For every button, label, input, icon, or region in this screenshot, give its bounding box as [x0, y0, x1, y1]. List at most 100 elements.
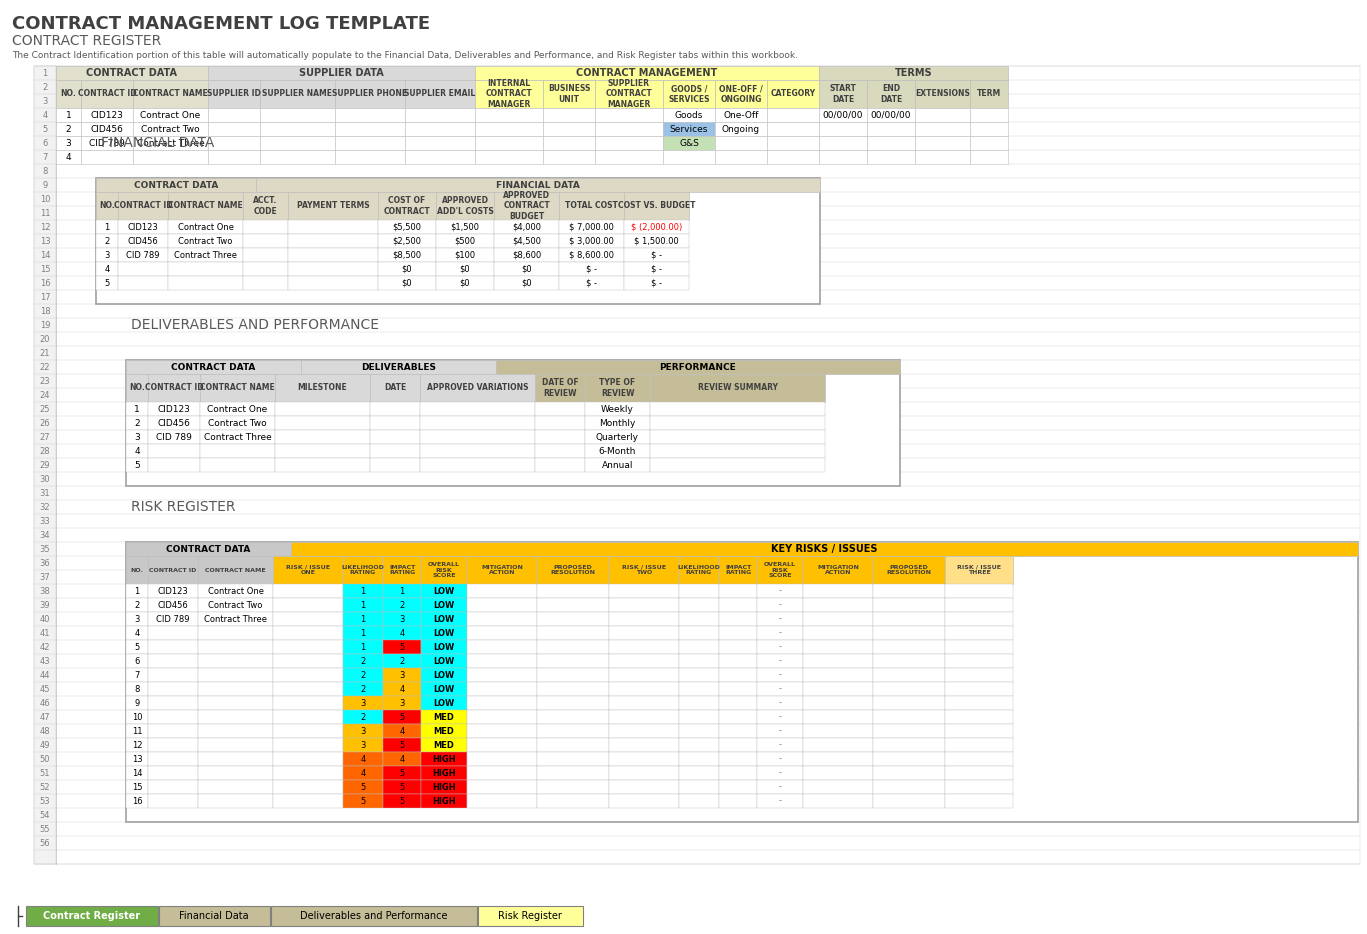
Bar [679, 584, 719, 598]
Bar [719, 696, 757, 710]
Bar [610, 584, 679, 598]
Text: CID 789: CID 789 [156, 432, 191, 442]
Text: $0: $0 [459, 264, 470, 274]
Bar [383, 710, 421, 724]
Text: 3: 3 [399, 671, 405, 680]
Bar [757, 668, 802, 682]
Bar [468, 710, 537, 724]
Text: 37: 37 [40, 573, 51, 582]
Bar [610, 780, 679, 794]
Bar [610, 626, 679, 640]
Bar [343, 682, 383, 696]
Bar [271, 906, 477, 926]
Text: 1: 1 [361, 643, 365, 652]
Bar [802, 626, 874, 640]
Text: 5: 5 [361, 797, 365, 805]
Text: $4,500: $4,500 [513, 236, 541, 246]
Text: CONTRACT DATA: CONTRACT DATA [134, 180, 219, 190]
Text: $0: $0 [402, 264, 413, 274]
Bar [96, 220, 118, 234]
Bar [543, 108, 595, 122]
Bar [534, 444, 585, 458]
Bar [767, 150, 819, 164]
Bar [420, 374, 534, 402]
Bar [610, 794, 679, 808]
Bar [126, 542, 291, 556]
Bar [126, 780, 148, 794]
Bar [468, 682, 537, 696]
Text: -: - [778, 783, 782, 791]
Text: 50: 50 [40, 755, 51, 763]
Bar [478, 906, 582, 926]
Text: PROPOSED
RESOLUTION: PROPOSED RESOLUTION [551, 564, 596, 575]
Bar [468, 626, 537, 640]
Bar [719, 724, 757, 738]
Bar [945, 696, 1013, 710]
Bar [200, 374, 275, 402]
Bar [420, 402, 534, 416]
Text: CONTRACT ID: CONTRACT ID [145, 384, 204, 392]
Bar [260, 122, 335, 136]
Bar [260, 150, 335, 164]
Bar [421, 612, 468, 626]
Bar [543, 122, 595, 136]
Bar [945, 724, 1013, 738]
Bar [679, 766, 719, 780]
Text: RISK REGISTER: RISK REGISTER [131, 500, 235, 514]
Bar [719, 738, 757, 752]
Bar [383, 556, 421, 584]
Bar [126, 612, 148, 626]
Bar [96, 234, 118, 248]
Text: Contract Two: Contract Two [208, 418, 267, 428]
Bar [288, 276, 379, 290]
Bar [802, 738, 874, 752]
Bar [945, 710, 1013, 724]
Bar [273, 556, 343, 584]
Bar [383, 668, 421, 682]
Text: 1: 1 [361, 615, 365, 624]
Bar [198, 696, 273, 710]
Bar [468, 780, 537, 794]
Text: 14: 14 [131, 769, 142, 777]
Bar [534, 374, 585, 402]
Bar [243, 262, 288, 276]
Text: Contract Three: Contract Three [174, 250, 236, 260]
Bar [537, 598, 610, 612]
Text: ACCT.
CODE: ACCT. CODE [253, 196, 278, 216]
Bar [719, 710, 757, 724]
Bar [405, 150, 474, 164]
Text: 54: 54 [40, 811, 51, 819]
Text: DELIVERABLES: DELIVERABLES [361, 362, 436, 372]
Bar [767, 122, 819, 136]
Bar [343, 612, 383, 626]
Bar [421, 738, 468, 752]
Bar [757, 612, 802, 626]
Bar [126, 416, 148, 430]
Text: 1: 1 [361, 629, 365, 638]
Bar [534, 458, 585, 472]
Text: 2: 2 [134, 601, 139, 610]
Bar [208, 136, 260, 150]
Bar [945, 682, 1013, 696]
Bar [200, 416, 275, 430]
Bar [148, 766, 198, 780]
Bar [945, 766, 1013, 780]
Text: 5: 5 [399, 643, 405, 652]
Bar [421, 710, 468, 724]
Bar [663, 150, 715, 164]
Text: 4: 4 [134, 446, 139, 456]
Bar [208, 80, 260, 108]
Text: -: - [778, 713, 782, 721]
Bar [34, 66, 56, 864]
Bar [945, 752, 1013, 766]
Text: G&S: G&S [679, 138, 699, 148]
Bar [757, 752, 802, 766]
Bar [273, 626, 343, 640]
Text: APPROVED VARIATIONS: APPROVED VARIATIONS [427, 384, 528, 392]
Bar [802, 654, 874, 668]
Bar [534, 416, 585, 430]
Bar [379, 234, 436, 248]
Bar [126, 542, 1357, 822]
Bar [370, 458, 420, 472]
Text: IMPACT
RATING: IMPACT RATING [388, 564, 416, 575]
